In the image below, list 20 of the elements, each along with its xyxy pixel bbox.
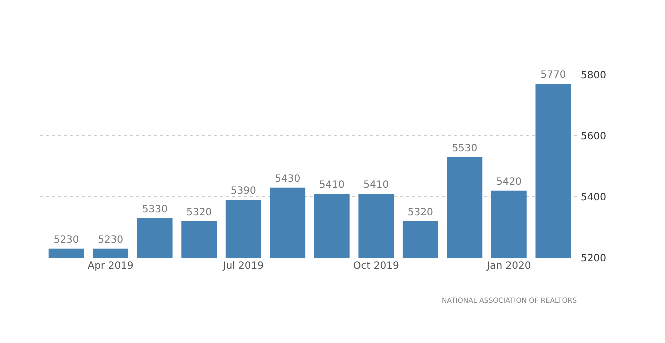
data-label: 5330 (142, 204, 168, 216)
x-tick-label: Apr 2019 (88, 261, 134, 272)
y-tick-label: 5600 (581, 132, 606, 142)
y-tick-label: 5200 (581, 254, 606, 264)
data-label: 5320 (408, 207, 434, 218)
y-tick-label: 5400 (581, 192, 606, 204)
y-tick-label: 5800 (581, 70, 606, 82)
x-tick-label: Jan 2020 (486, 261, 532, 272)
data-label: 5230 (54, 234, 80, 246)
x-tick-label: Oct 2019 (353, 261, 400, 272)
data-label: 5410 (319, 180, 345, 191)
data-label: 5410 (364, 180, 390, 191)
data-label: 5770 (540, 70, 566, 82)
x-tick-label: Jul 2019 (222, 261, 264, 272)
data-label: 5430 (275, 174, 301, 185)
data-label: 5230 (98, 234, 124, 246)
data-label: 5530 (452, 143, 478, 154)
data-label: 5390 (230, 186, 256, 198)
data-label: 5420 (496, 176, 522, 188)
data-label: 5320 (186, 207, 212, 218)
